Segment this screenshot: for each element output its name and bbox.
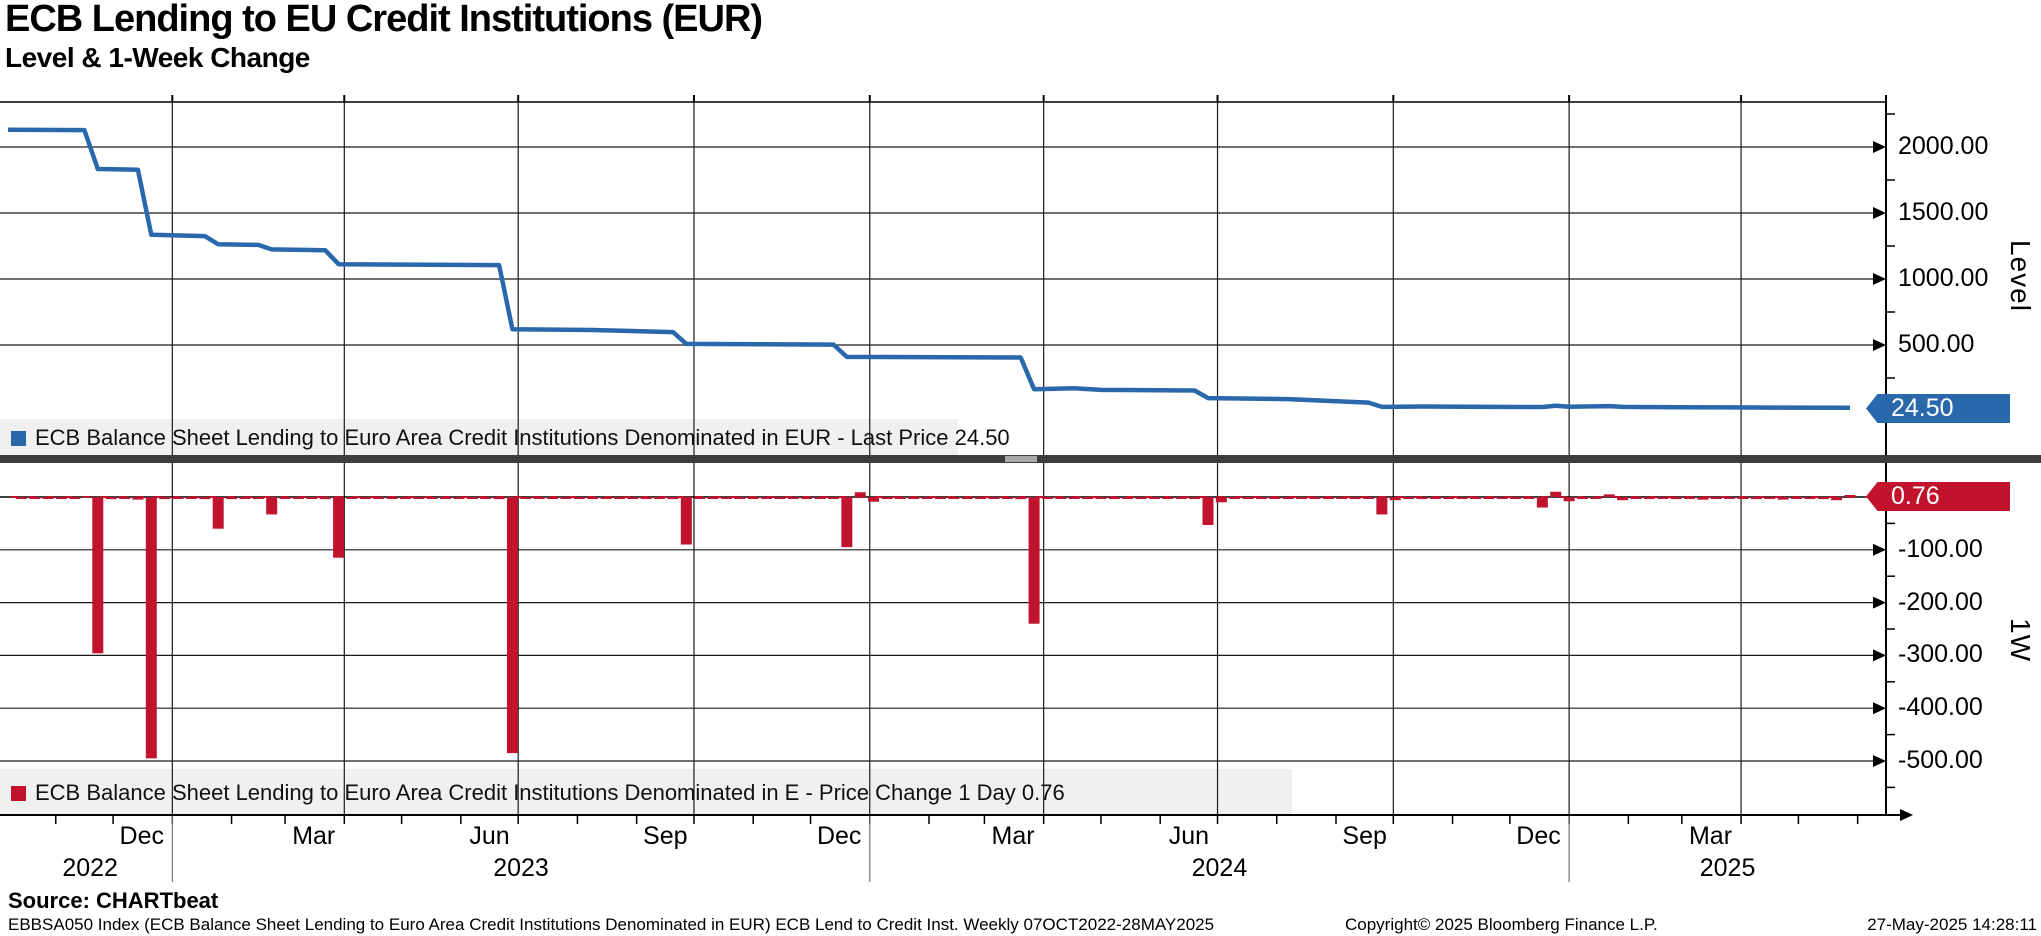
source-label: Source: CHARTbeat [8, 888, 219, 913]
last-price-tag: 24.50 [1866, 394, 2010, 423]
change-y-tick-label: -300.00 [1898, 640, 1983, 669]
month-label: Sep [1342, 822, 1387, 850]
change-y-tick-label: -400.00 [1898, 693, 1983, 722]
index-descriptor: EBBSA050 Index (ECB Balance Sheet Lendin… [8, 915, 1215, 934]
last-change-tag: 0.76 [1866, 482, 2010, 511]
level-y-tick-label: 500.00 [1898, 329, 1975, 358]
change-y-tick-label: -100.00 [1898, 534, 1983, 563]
page-title: ECB Lending to EU Credit Institutions (E… [5, 0, 763, 40]
level-series-swatch-icon [11, 430, 26, 446]
change-legend-band [0, 769, 1292, 814]
month-label: Dec [816, 822, 862, 850]
year-label: 2023 [493, 854, 549, 882]
change-y-tick-label: -200.00 [1898, 587, 1983, 616]
year-label: 2025 [1699, 854, 1756, 882]
level-y-tick-label: 1500.00 [1898, 197, 1989, 226]
change-legend-label: ECB Balance Sheet Lending to Euro Area C… [35, 780, 1065, 805]
month-label: Mar [1688, 822, 1733, 850]
timestamp-label: 27-May-2025 14:28:11 [1867, 915, 2037, 934]
level-legend[interactable]: ECB Balance Sheet Lending to Euro Area C… [11, 425, 1010, 451]
change-axis-title: 1W [2005, 618, 2036, 662]
page-subtitle: Level & 1-Week Change [5, 42, 310, 73]
month-label: Jun [469, 822, 510, 850]
month-label: Jun [1168, 822, 1210, 850]
month-label: Sep [643, 822, 688, 850]
change-y-tick-label: -500.00 [1898, 745, 1983, 774]
month-label: Dec [119, 822, 164, 850]
year-label: 2024 [1191, 854, 1248, 882]
level-y-tick-label: 2000.00 [1898, 131, 1989, 160]
copyright-label: Copyright© 2025 Bloomberg Finance L.P. [1345, 915, 1658, 934]
change-legend[interactable]: ECB Balance Sheet Lending to Euro Area C… [11, 780, 1065, 806]
level-axis-title: Level [2005, 240, 2036, 312]
month-label: Mar [991, 822, 1035, 850]
level-y-tick-label: 1000.00 [1898, 263, 1989, 292]
year-label: 2022 [62, 854, 118, 882]
month-label: Dec [1516, 822, 1561, 850]
level-legend-band [0, 419, 958, 456]
month-label: Mar [292, 822, 336, 850]
change-series-swatch-icon [11, 785, 26, 801]
level-legend-label: ECB Balance Sheet Lending to Euro Area C… [35, 425, 1010, 450]
panel-divider-grip[interactable] [1005, 456, 1037, 462]
